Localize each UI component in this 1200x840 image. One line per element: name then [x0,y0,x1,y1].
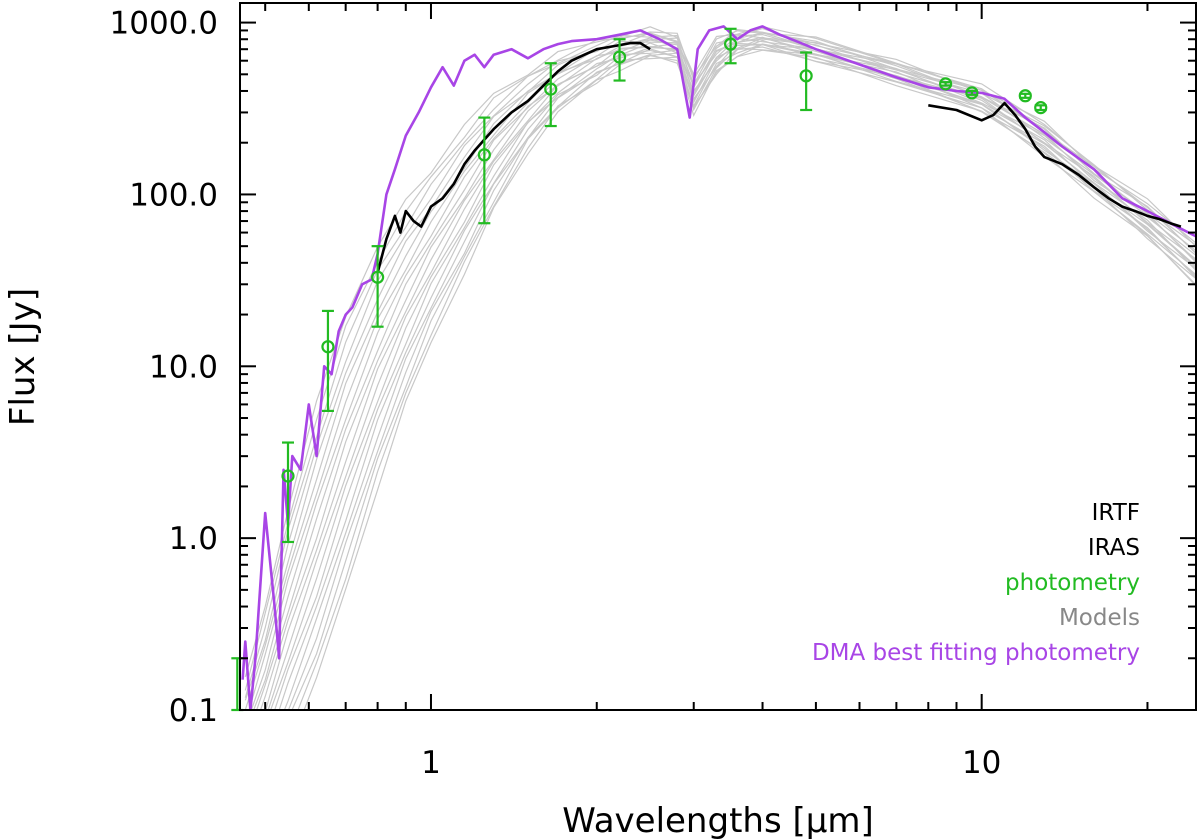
photometry-point [939,77,953,91]
model-line [303,49,1196,710]
photometry-point [371,245,385,328]
photometry-points [231,27,1048,712]
photometry-point [321,309,335,413]
legend-photometry: photometry [1005,570,1140,596]
model-line [278,39,1196,710]
photometry-marker [281,469,295,483]
plot-frame [239,2,1197,711]
photometry-marker [965,86,979,100]
photometry-point [477,116,491,225]
photometry-marker [321,340,335,354]
photometry-point [231,657,244,712]
photometry-point [965,86,979,100]
series-lines [241,25,1196,710]
legend-models: Models [1059,605,1140,631]
y-tick-label: 10.0 [149,349,218,385]
photometry-marker [799,69,813,83]
legend-irtf: IRTF [1092,500,1140,526]
x-tick-label: 1 [421,745,441,781]
irtf-line [376,41,651,274]
model-line [291,46,1196,710]
dma-best-fitting-photometry-line [241,25,1196,710]
photometry-point [1034,101,1048,115]
photometry-marker [477,148,491,162]
photometry-point [544,62,558,128]
y-tick-label: 1.0 [169,521,218,557]
photometry-marker [1018,89,1032,103]
photometry-point [799,51,813,112]
photometry-marker [723,37,738,51]
y-tick-label: 100.0 [129,177,218,213]
model-line [244,27,1196,701]
y-axis-label: Flux [Jy] [3,288,43,426]
legend-iras: IRAS [1088,535,1140,561]
axes: 0.1 1.0 10.0 100.0 1000.0 1 10 [110,3,1196,781]
legend: IRTF IRAS photometry Models DMA best fit… [812,500,1140,666]
y-tick-label: 0.1 [169,693,218,729]
photometry-marker [544,82,558,96]
iras-line [928,101,1182,228]
photometry-marker [612,50,627,64]
x-axis-label: Wavelengths [μm] [562,801,874,840]
y-tick-label: 1000.0 [110,6,218,42]
legend-dma-best-fit: DMA best fitting photometry [812,640,1140,666]
model-line [244,32,1196,710]
photometry-point [281,441,295,544]
model-line [244,26,1196,678]
photometry-point [723,27,738,65]
photometry-marker [939,77,953,91]
x-tick-label: 10 [962,745,1001,781]
photometry-marker [1034,101,1048,115]
photometry-point [1018,89,1032,103]
photometry-point [612,38,627,82]
photometry-marker [371,270,385,284]
